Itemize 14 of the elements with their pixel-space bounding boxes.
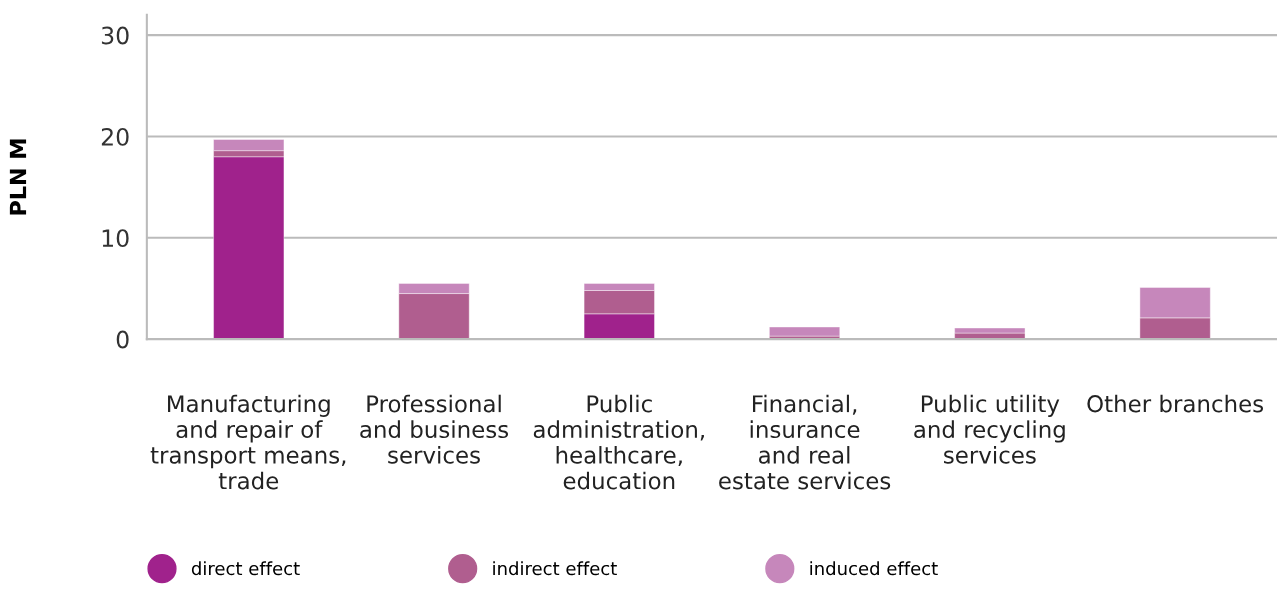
x-tick-label: Financial, insurance and real estate services	[719, 394, 891, 490]
legend-label: induced effect	[810, 561, 938, 576]
legend-label: direct effect	[191, 561, 300, 576]
y-tick-label: 30	[101, 26, 129, 45]
x-tick-label: Professional and business services	[360, 394, 509, 464]
x-tick-label: Manufacturing and repair of transport means, trade	[150, 394, 346, 490]
y-tick-label: 0	[116, 330, 129, 349]
y-tick-label: 20	[101, 127, 129, 146]
x-tick-label: Public utility and recycling services	[914, 394, 1065, 464]
x-tick-label: Public administration, healthcare, education	[533, 394, 704, 490]
y-tick-label: 10	[102, 229, 129, 248]
legend-label: indirect effect	[493, 561, 617, 576]
x-tick-label: Other branches	[1087, 394, 1264, 413]
y-axis-title: PLN M	[9, 139, 27, 215]
